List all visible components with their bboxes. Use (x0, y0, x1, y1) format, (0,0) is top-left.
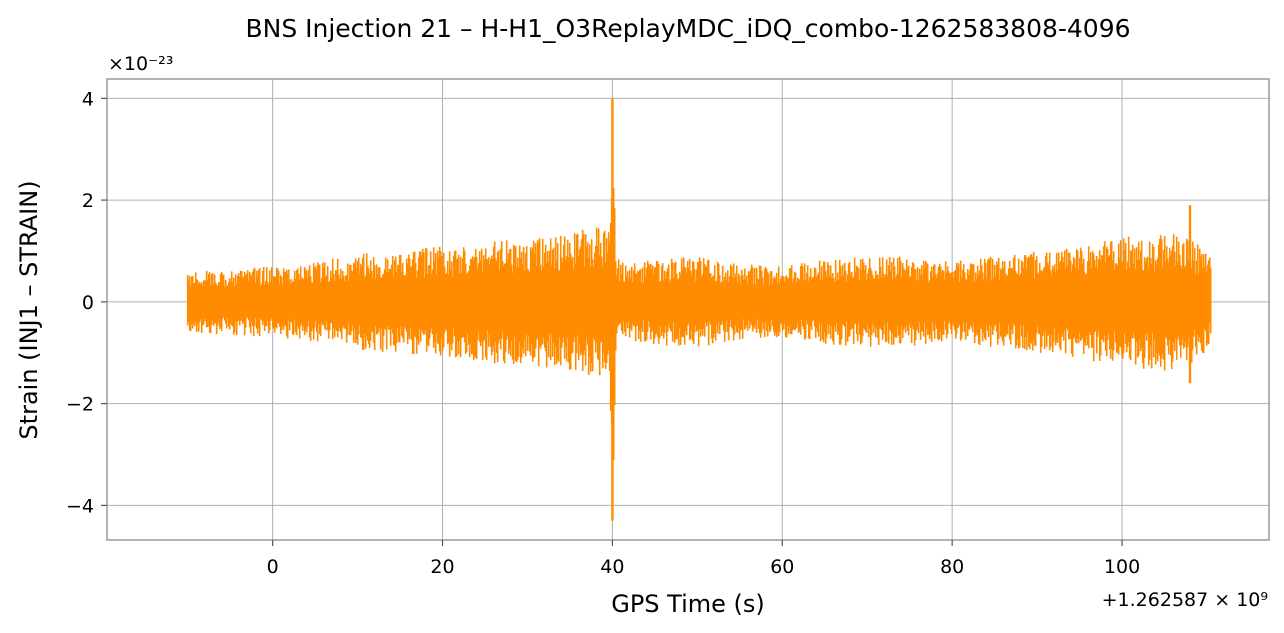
x-offset-label: +1.262587 × 10⁹ (1102, 589, 1268, 611)
y-tick-label: 4 (82, 88, 94, 110)
x-tick-label: 20 (430, 556, 454, 578)
y-scale-label: ×10⁻²³ (108, 53, 173, 75)
axis-ticks: 0 20 40 60 80 100 −4 −2 0 2 4 (66, 88, 1140, 578)
plot-frame (106, 78, 1270, 541)
x-tick-label: 0 (267, 556, 279, 578)
strain-trace (186, 188, 1212, 460)
y-tick-label: 0 (82, 292, 94, 314)
chart-title: BNS Injection 21 – H-H1_O3ReplayMDC_iDQ_… (245, 14, 1130, 43)
y-tick-label: 2 (82, 190, 94, 212)
y-tick-label: −2 (66, 394, 94, 416)
x-tick-label: 40 (600, 556, 624, 578)
x-tick-label: 100 (1104, 556, 1140, 578)
y-tick-label: −4 (66, 495, 94, 517)
x-tick-label: 60 (770, 556, 794, 578)
x-tick-label: 80 (940, 556, 964, 578)
series-strain (186, 98, 1212, 521)
y-axis-label: Strain (INJ1 – STRAIN) (15, 180, 43, 439)
x-axis-label: GPS Time (s) (611, 590, 765, 618)
